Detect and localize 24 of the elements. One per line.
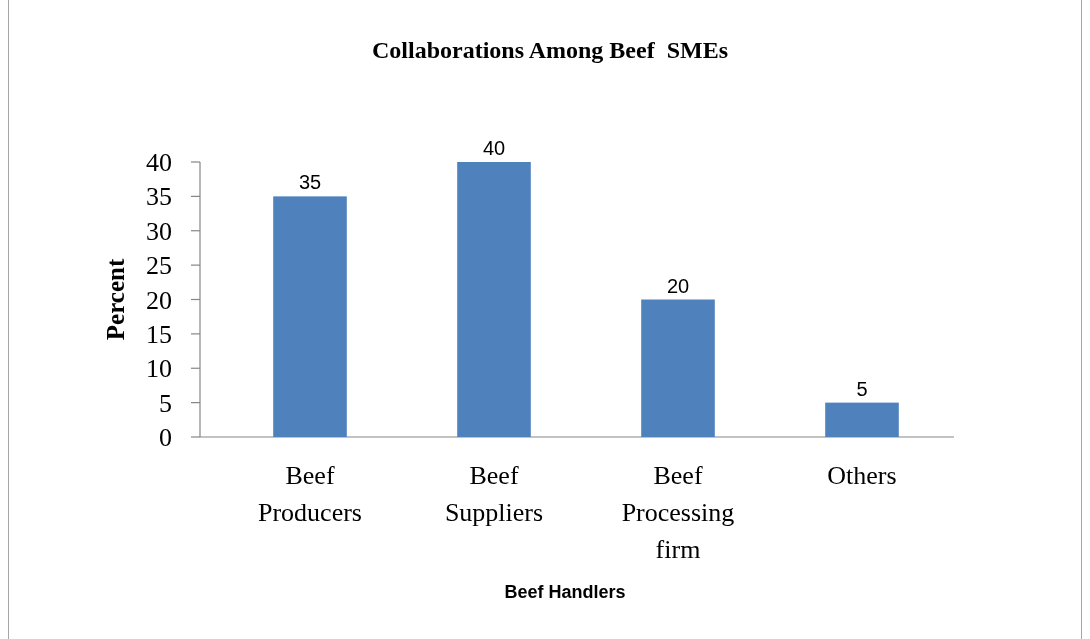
- y-tick-label: 30: [146, 216, 172, 246]
- x-tick-label: Beef Producers: [258, 461, 362, 527]
- y-tick-label: 35: [146, 182, 172, 212]
- y-tick-label: 25: [146, 251, 172, 281]
- y-tick-label: 20: [146, 285, 172, 315]
- x-tick-label: Others: [827, 461, 897, 490]
- bar: [273, 196, 347, 437]
- y-axis-title: Percent: [102, 258, 129, 341]
- x-axis-title: Beef Handlers: [504, 582, 626, 602]
- bar: [825, 402, 899, 437]
- data-label: 5: [856, 377, 868, 400]
- y-tick-label: 10: [146, 354, 172, 384]
- bar: [457, 162, 531, 437]
- y-tick-label: 40: [146, 148, 172, 178]
- chart-title: Collaborations Among Beef SMEs: [371, 37, 729, 63]
- y-tick-label: 0: [159, 423, 172, 453]
- y-tick-label: 15: [146, 319, 172, 349]
- data-label: 40: [482, 137, 506, 159]
- data-label: 35: [298, 171, 322, 194]
- x-tick-label: Beef Processing firm: [621, 461, 735, 564]
- bar: [641, 299, 715, 437]
- data-label: 20: [666, 274, 690, 297]
- x-tick-label: Beef Suppliers: [444, 461, 544, 527]
- y-tick-label: 5: [159, 388, 172, 418]
